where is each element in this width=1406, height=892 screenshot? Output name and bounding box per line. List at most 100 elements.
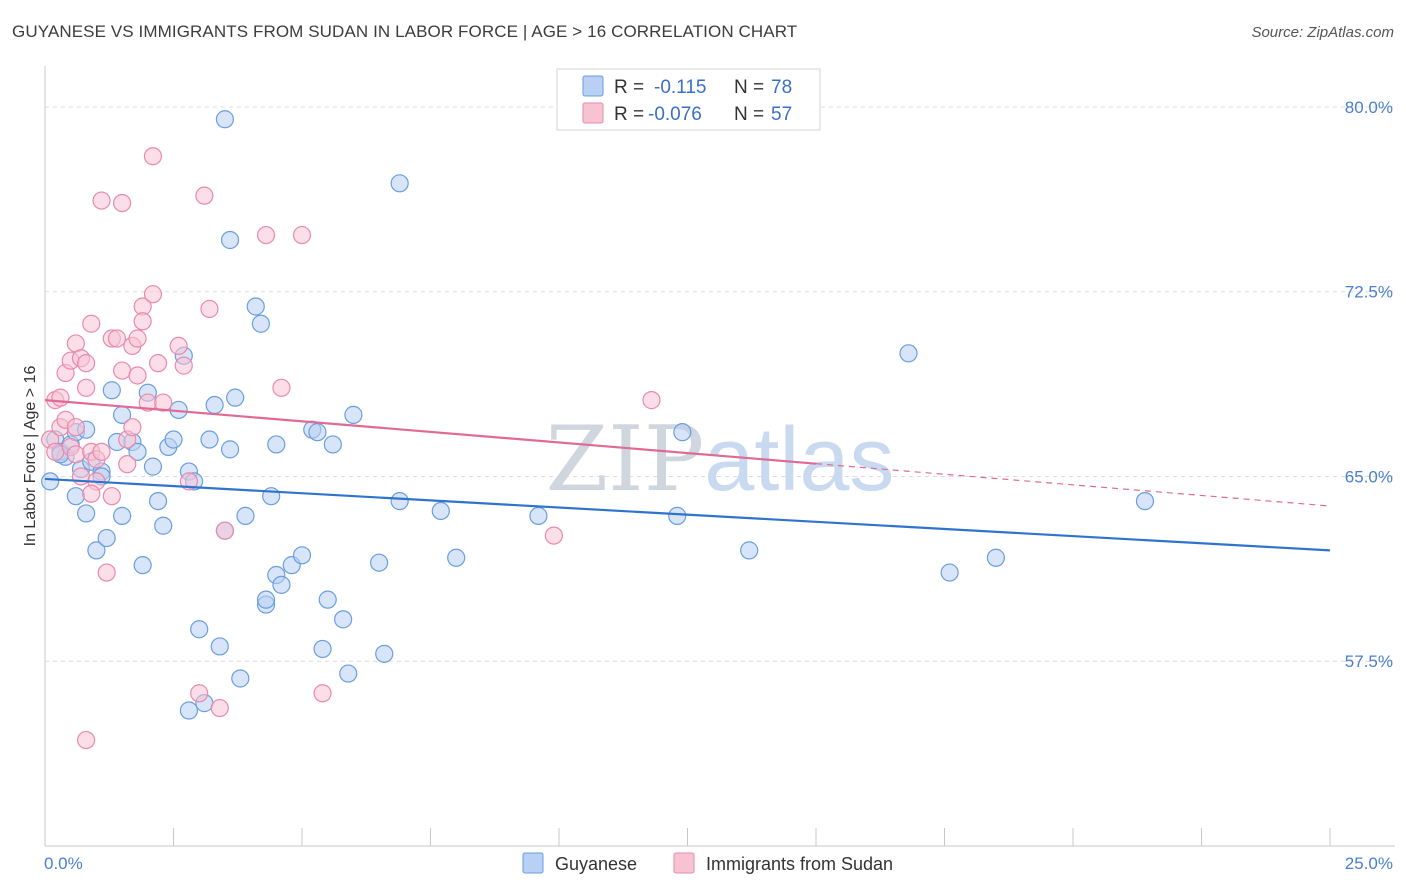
- data-points: [41, 110, 1155, 750]
- y-tick-label: 57.5%: [1345, 652, 1393, 671]
- legend-r-label-1: R =: [614, 77, 644, 98]
- guyanese-point: [447, 548, 466, 567]
- sudan-point: [97, 563, 116, 582]
- guyanese-point: [220, 440, 240, 459]
- sudan-point: [77, 730, 96, 750]
- guyanese-point: [128, 442, 147, 461]
- chart-source: Source: ZipAtlas.com: [1251, 24, 1394, 41]
- sudan-point: [210, 698, 229, 718]
- guyanese-point: [1135, 492, 1155, 511]
- trend-line-sudan-dashed: [815, 463, 1331, 507]
- guyanese-point: [986, 548, 1006, 567]
- guyanese-point: [251, 314, 270, 333]
- bottom-legend-swatch-sudan: [673, 852, 695, 874]
- axes: [44, 66, 1395, 847]
- sudan-point: [174, 356, 193, 375]
- guyanese-point: [375, 644, 394, 663]
- sudan-point: [82, 314, 101, 333]
- sudan-point: [292, 225, 312, 245]
- watermark-atlas: atlas: [704, 410, 894, 510]
- sudan-point: [112, 361, 132, 380]
- sudan-point: [272, 378, 291, 397]
- guyanese-point: [313, 639, 332, 659]
- legend-r-value-1: -0.115: [654, 77, 706, 98]
- sudan-point: [133, 312, 152, 331]
- guyanese-point: [899, 344, 918, 363]
- guyanese-point: [154, 516, 173, 535]
- guyanese-point: [267, 435, 286, 454]
- trend-line-guyanese: [44, 477, 1331, 552]
- sudan-point: [154, 393, 173, 412]
- sudan-point: [128, 366, 147, 385]
- guyanese-point: [112, 506, 132, 525]
- sudan-point: [256, 225, 276, 245]
- guyanese-point: [940, 563, 959, 582]
- sudan-point: [544, 526, 563, 545]
- watermark-zip: ZIP: [546, 407, 705, 512]
- guyanese-point: [102, 381, 121, 400]
- bottom-legend-swatch-guyanese: [522, 852, 544, 874]
- legend-n-label-1: N =: [734, 77, 764, 98]
- guyanese-point: [673, 423, 692, 442]
- guyanese-point: [370, 553, 389, 572]
- sudan-point: [66, 418, 85, 437]
- legend-r-label-2: R =: [614, 104, 644, 125]
- guyanese-point: [740, 541, 759, 560]
- guyanese-point: [190, 620, 209, 639]
- guyanese-point: [308, 423, 327, 442]
- guyanese-point: [200, 430, 219, 449]
- guyanese-point: [334, 610, 353, 629]
- legend-swatch-guyanese: [582, 75, 604, 97]
- gridlines: [45, 106, 1395, 662]
- guyanese-point: [236, 506, 255, 525]
- guyanese-point: [226, 388, 245, 407]
- guyanese-point: [272, 575, 291, 594]
- guyanese-point: [133, 556, 152, 575]
- x-tick-label: 0.0%: [44, 854, 83, 873]
- legend-n-label-2: N =: [734, 104, 764, 125]
- guyanese-point: [97, 528, 116, 548]
- guyanese-point: [77, 504, 96, 523]
- sudan-point: [118, 455, 137, 474]
- sudan-point: [148, 354, 168, 373]
- legend-n-value-1: 78: [771, 77, 792, 98]
- sudan-point: [46, 442, 65, 461]
- sudan-point: [82, 484, 101, 503]
- bottom-legend-guyanese: Guyanese: [555, 854, 637, 874]
- guyanese-point: [323, 435, 342, 454]
- y-axis-label: In Labor Force | Age > 16: [22, 366, 39, 547]
- sudan-point: [200, 299, 219, 319]
- guyanese-point: [668, 506, 687, 525]
- sudan-point: [642, 391, 661, 410]
- guyanese-point: [220, 230, 240, 250]
- trend-line-sudan: [44, 399, 817, 465]
- sudan-point: [190, 684, 209, 703]
- sudan-point: [215, 521, 234, 540]
- guyanese-point: [431, 501, 450, 521]
- bottom-legend-sudan: Immigrants from Sudan: [706, 854, 893, 874]
- sudan-point: [195, 186, 214, 205]
- sudan-point: [112, 193, 132, 213]
- guyanese-point: [205, 395, 224, 415]
- sudan-point: [313, 684, 332, 703]
- y-tick-label: 72.5%: [1345, 283, 1393, 302]
- sudan-point: [143, 285, 163, 304]
- x-tick-labels: 0.0% 25.0%: [44, 854, 1393, 873]
- sudan-point: [71, 467, 91, 486]
- sudan-point: [107, 329, 127, 348]
- guyanese-point: [215, 110, 234, 129]
- legend: R = -0.115 N = 78 R = -0.076 N = 57: [556, 68, 821, 131]
- sudan-point: [123, 418, 142, 437]
- guyanese-point: [210, 637, 229, 656]
- guyanese-point: [148, 492, 168, 511]
- guyanese-point: [529, 506, 548, 525]
- chart-title: GUYANESE VS IMMIGRANTS FROM SUDAN IN LAB…: [12, 22, 798, 41]
- guyanese-point: [390, 174, 409, 193]
- legend-n-value-2: 57: [771, 104, 792, 125]
- bottom-legend: Guyanese Immigrants from Sudan: [522, 852, 893, 874]
- sudan-point: [169, 336, 188, 356]
- trend-lines: [44, 399, 1331, 552]
- guyanese-point: [179, 701, 199, 720]
- guyanese-point: [318, 590, 337, 609]
